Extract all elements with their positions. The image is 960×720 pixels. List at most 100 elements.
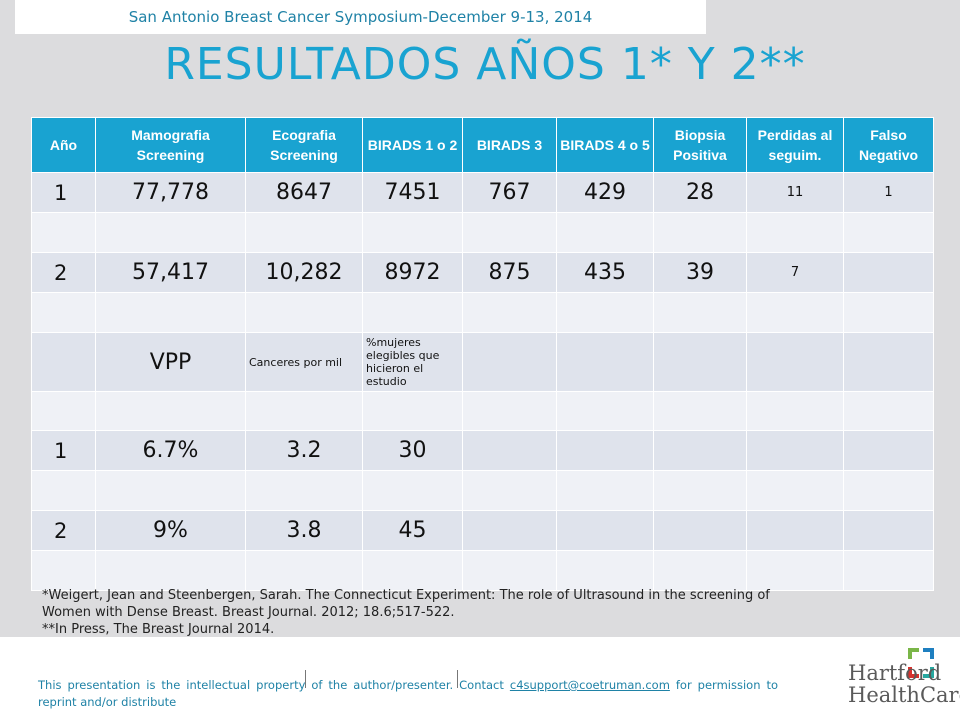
table-cell: VPP: [95, 332, 246, 392]
logo-text: Hartford HealthCare: [848, 662, 960, 706]
table-cell: [245, 550, 363, 591]
header-ano: Año: [31, 117, 96, 173]
table-cell: [95, 292, 246, 333]
table-cell: 3.2: [245, 430, 363, 471]
table-cell: [95, 470, 246, 511]
header-birads-1-2: BIRADS 1 o 2: [362, 117, 463, 173]
table-cell: [653, 510, 747, 551]
table-cell: 2: [31, 252, 96, 293]
table-cell: [31, 391, 96, 431]
table-cell: [556, 391, 654, 431]
table-cell: 1: [31, 430, 96, 471]
table-cell: [746, 550, 844, 591]
header-falso-negativo: Falso Negativo: [843, 117, 934, 173]
table-cell: [245, 292, 363, 333]
table-cell: [653, 292, 747, 333]
table-cell: [31, 292, 96, 333]
table-cell: 57,417: [95, 252, 246, 293]
table-cell: [95, 391, 246, 431]
table-cell: [362, 550, 463, 591]
table-cell: [462, 430, 557, 471]
table-cell: [462, 332, 557, 392]
table-cell: [653, 391, 747, 431]
table-cell: 1: [843, 172, 934, 213]
logo-line-2: HealthCare: [848, 683, 960, 707]
table-cell: 1: [31, 172, 96, 213]
results-table: Año Mamografia Screening Ecografia Scree…: [31, 117, 934, 591]
divider: [457, 670, 458, 688]
table-cell: [653, 550, 747, 591]
table-cell: [556, 550, 654, 591]
table-cell: [362, 470, 463, 511]
table-cell: [95, 550, 246, 591]
slide-title: RESULTADOS AÑOS 1* Y 2**: [164, 39, 806, 90]
table-row: 1 77,778 8647 7451 767 429 28 11 1: [31, 172, 934, 213]
header-mamografia: Mamografia Screening: [95, 117, 246, 173]
table-cell: [95, 212, 246, 253]
table-cell: [245, 470, 363, 511]
table-cell: 435: [556, 252, 654, 293]
table-cell: [245, 391, 363, 431]
table-cell: 9%: [95, 510, 246, 551]
table-cell: [462, 470, 557, 511]
header-biopsia: Biopsia Positiva: [653, 117, 747, 173]
table-cell: 767: [462, 172, 557, 213]
table-cell: [843, 332, 934, 392]
table-cell: [653, 470, 747, 511]
header-ecografia: Ecografia Screening: [245, 117, 363, 173]
table-cell: [362, 292, 463, 333]
logo-line-1: Hartford: [848, 661, 942, 685]
table-cell: [31, 550, 96, 591]
table-cell: 8647: [245, 172, 363, 213]
table-cell: 45: [362, 510, 463, 551]
table-cell: 39: [653, 252, 747, 293]
copyright-notice: This presentation is the intellectual pr…: [38, 677, 778, 711]
footnote-line: **In Press, The Breast Journal 2014.: [42, 622, 275, 637]
table-cell: [653, 212, 747, 253]
table-row: VPP Canceres por mil %mujeres elegibles …: [31, 332, 934, 392]
table-cell: 2: [31, 510, 96, 551]
table-cell: 3.8: [245, 510, 363, 551]
table-cell: 77,778: [95, 172, 246, 213]
logo-mark-icon: [908, 648, 934, 678]
table-cell: [462, 510, 557, 551]
table-cell: [653, 332, 747, 392]
table-cell: [556, 470, 654, 511]
table-cell: [31, 470, 96, 511]
table-cell: [462, 550, 557, 591]
table-cell: 875: [462, 252, 557, 293]
table-row: [31, 391, 934, 431]
table-cell: [556, 510, 654, 551]
table-cell: [746, 212, 844, 253]
table-cell: 6.7%: [95, 430, 246, 471]
table-cell: [556, 212, 654, 253]
table-cell: [843, 430, 934, 471]
table-row: [31, 470, 934, 511]
header-perdidas: Perdidas al seguim.: [746, 117, 844, 173]
divider: [305, 670, 306, 688]
table-row: [31, 292, 934, 333]
table-cell: [556, 430, 654, 471]
table-row: [31, 212, 934, 253]
hartford-healthcare-logo: Hartford HealthCare: [848, 648, 960, 710]
table-cell: [843, 550, 934, 591]
table-cell: [31, 332, 96, 392]
conference-header: San Antonio Breast Cancer Symposium-Dece…: [15, 0, 706, 34]
table-cell: 11: [746, 172, 844, 213]
table-cell: [31, 212, 96, 253]
table-cell: [746, 430, 844, 471]
table-cell: [653, 430, 747, 471]
table-cell: [462, 292, 557, 333]
table-cell: [556, 332, 654, 392]
table-cell: [746, 332, 844, 392]
footnote-line: Women with Dense Breast. Breast Journal.…: [42, 605, 455, 620]
table-row: 2 9% 3.8 45: [31, 510, 934, 551]
table-cell: 28: [653, 172, 747, 213]
table-row: [31, 550, 934, 591]
table-cell: [245, 212, 363, 253]
contact-email-link[interactable]: c4support@coetruman.com: [509, 678, 670, 692]
header-birads-4-5: BIRADS 4 o 5: [556, 117, 654, 173]
table-cell: 7451: [362, 172, 463, 213]
table-cell: 8972: [362, 252, 463, 293]
copyright-text-end: for permission to reprint and/or distrib…: [38, 678, 779, 709]
